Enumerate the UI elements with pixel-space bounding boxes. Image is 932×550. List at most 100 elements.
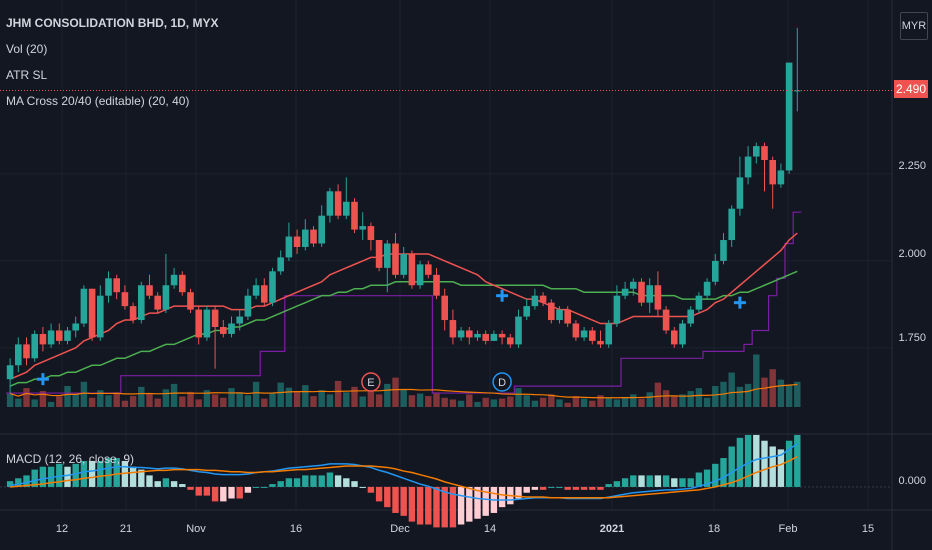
volume-bar: [187, 391, 194, 407]
volume-bar: [687, 391, 694, 407]
macd-histogram-bar: [384, 486, 391, 508]
macd-histogram-bar: [515, 486, 522, 499]
volume-bar: [359, 396, 366, 407]
candle-body: [712, 260, 719, 282]
ma-cross-indicator-label[interactable]: MA Cross 20/40 (editable) (20, 40): [6, 94, 190, 108]
macd-histogram-bar: [425, 486, 432, 525]
currency-button[interactable]: MYR: [900, 12, 928, 40]
volume-bar: [56, 396, 63, 407]
volume-bar: [88, 397, 96, 407]
macd-histogram-bar: [621, 478, 629, 487]
macd-histogram-bar: [326, 472, 334, 487]
volume-bar: [105, 395, 112, 407]
macd-histogram-bar: [211, 486, 219, 502]
candle-body: [310, 229, 317, 244]
macd-histogram-bar: [392, 486, 399, 513]
macd-indicator-label[interactable]: MACD (12, 26, close, 9): [6, 452, 135, 466]
macd-histogram-bar: [539, 486, 547, 490]
macd-histogram-bar: [457, 486, 465, 525]
candle-body: [80, 288, 88, 324]
candle-body: [425, 264, 432, 275]
dividend-marker: [492, 372, 512, 392]
candle-body: [252, 285, 260, 296]
candle-body: [400, 253, 407, 275]
volume-bar: [170, 383, 178, 407]
volume-bar: [671, 396, 678, 407]
atr-indicator-label[interactable]: ATR SL: [6, 68, 48, 82]
x-tick-label: 16: [289, 523, 303, 535]
volume-bar: [318, 390, 325, 407]
volume-indicator-label[interactable]: Vol (20): [6, 42, 48, 56]
candle-body: [695, 295, 703, 310]
x-tick-label: 2021: [599, 523, 625, 535]
volume-bar: [654, 382, 662, 407]
candle-body: [302, 229, 309, 247]
candle-body: [285, 236, 293, 258]
candle-body: [449, 320, 457, 338]
candle-body: [498, 333, 506, 338]
macd-histogram-bar: [744, 434, 752, 487]
macd-histogram-bar: [556, 486, 563, 488]
volume-bar: [753, 354, 760, 407]
candle-body: [515, 316, 522, 345]
volume-bar: [31, 399, 38, 407]
macd-histogram-bar: [162, 478, 170, 487]
volume-bar: [97, 390, 104, 407]
macd-histogram-bar: [375, 486, 383, 502]
volume-bar: [23, 388, 30, 407]
volume-bar: [39, 391, 47, 407]
candle-body: [490, 333, 498, 341]
volume-bar: [15, 398, 22, 407]
volume-bar: [72, 394, 79, 407]
volume-bar: [761, 377, 768, 407]
candle-body: [170, 274, 178, 286]
volume-bar: [539, 397, 547, 407]
candle-body: [47, 330, 55, 345]
x-tick-label: Dec: [390, 523, 410, 535]
macd-histogram-bar: [564, 486, 571, 490]
candle-body: [351, 201, 358, 230]
volume-bar: [531, 400, 539, 407]
macd-histogram-bar: [72, 463, 79, 487]
y-tick-label: 2.000: [898, 248, 926, 260]
macd-histogram-bar: [236, 486, 243, 499]
last-price-tag: 2.490: [894, 80, 928, 98]
candle-body: [334, 191, 342, 216]
candle-body: [482, 333, 489, 341]
x-tick-label: Feb: [778, 523, 798, 535]
x-tick-label: 15: [861, 523, 875, 535]
macd-histogram-bar: [88, 460, 96, 487]
macd-histogram-bar: [728, 446, 735, 487]
volume-bar: [195, 399, 202, 407]
macd-histogram-bar: [630, 475, 637, 487]
candle-body: [507, 337, 514, 345]
candle-body: [416, 264, 424, 286]
volume-bar: [433, 392, 440, 407]
atr-stop-line: [6, 211, 802, 394]
volume-bar: [334, 380, 342, 407]
volume-bar: [236, 392, 243, 407]
symbol-title[interactable]: JHM CONSOLIDATION BHD, 1D, MYX: [6, 16, 219, 30]
candle-body: [531, 295, 539, 307]
macd-histogram-bar: [277, 481, 284, 487]
candle-body: [39, 333, 47, 345]
volume-bar: [441, 397, 448, 407]
volume-bar: [548, 394, 555, 407]
macd-histogram-bar: [170, 481, 178, 487]
candle-body: [785, 62, 793, 171]
candle-body: [228, 323, 235, 334]
candle-body: [154, 295, 161, 310]
volume-bar: [269, 393, 276, 407]
volume-bar: [597, 395, 604, 407]
candle-body: [605, 323, 612, 345]
volume-bar: [490, 399, 498, 407]
candle-body: [269, 271, 276, 303]
candle-body: [179, 274, 186, 293]
volume-bar: [646, 392, 653, 407]
x-tick-label: 12: [55, 523, 69, 535]
x-tick-label: 14: [483, 523, 497, 535]
volume-bar: [662, 390, 670, 407]
macd-histogram-bar: [351, 481, 358, 487]
candle-body: [630, 281, 637, 289]
